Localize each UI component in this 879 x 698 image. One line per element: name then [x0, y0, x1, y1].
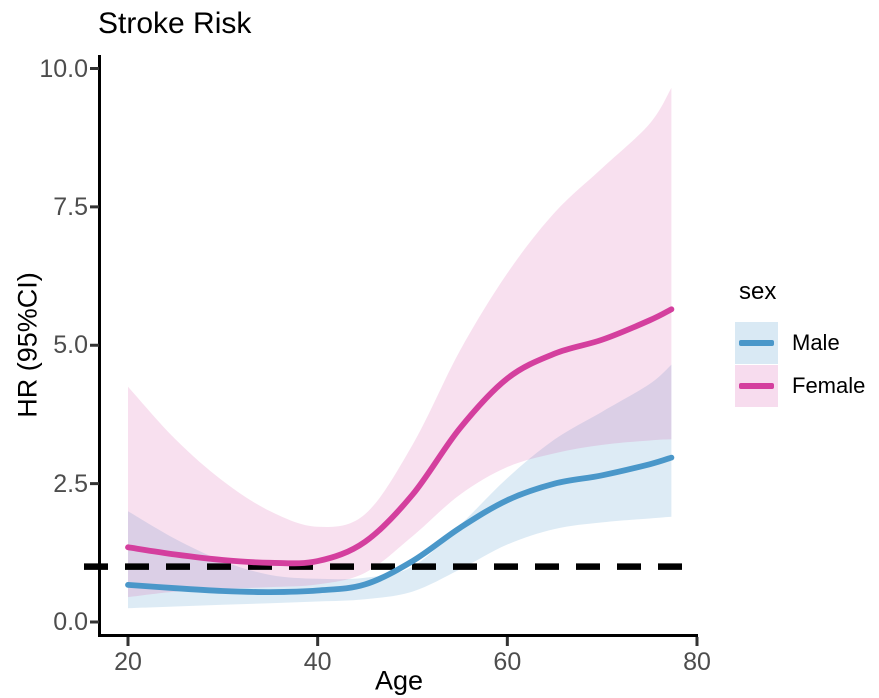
y-tick-label: 5.0	[53, 331, 88, 360]
x-tick-label: 20	[114, 648, 142, 676]
legend-items: Male Female	[735, 322, 865, 407]
legend-title: sex	[739, 278, 777, 305]
trend-line-female	[125, 306, 675, 567]
legend-key-swatch	[735, 365, 778, 407]
ci-ribbon-female	[128, 87, 672, 598]
x-tick-label: 40	[303, 648, 332, 676]
legend-item-male: Male	[735, 322, 865, 364]
legend-key-line	[739, 383, 774, 389]
x-tick-label: 80	[683, 648, 711, 676]
x-axis-title: Age	[374, 665, 424, 696]
y-tick-label: 0.0	[53, 608, 88, 636]
chart-title: Stroke Risk	[98, 7, 252, 40]
ci-ribbon-male	[128, 364, 672, 609]
y-tick-label: 10.0	[39, 54, 88, 83]
legend-item-label: Female	[792, 373, 866, 398]
legend-item-female: Female	[735, 365, 865, 407]
legend-key-line	[739, 340, 774, 346]
legend: sex Male Female	[735, 278, 865, 408]
trend-line-male	[125, 454, 675, 596]
x-tick-label: 60	[493, 648, 522, 676]
legend-item-label: Male	[792, 330, 840, 355]
legend-key-swatch	[735, 322, 778, 364]
y-tick-label: 2.5	[53, 469, 88, 498]
y-tick-label: 7.5	[53, 192, 88, 221]
